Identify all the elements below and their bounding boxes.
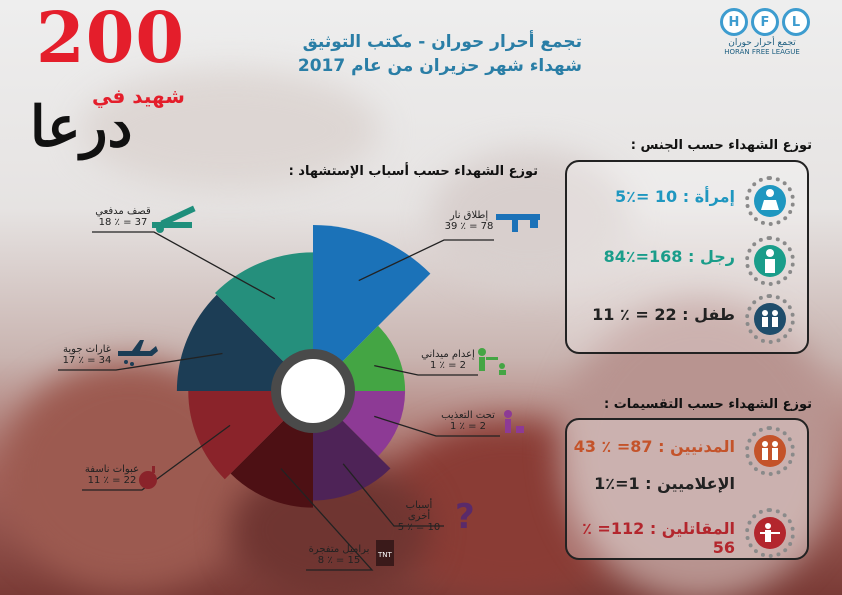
pie-center-hole [281,359,345,423]
rifle-icon [496,214,540,232]
division-panel: المدنيين : 87= ٪ 43 الإعلاميين : 1=٪1 ال… [565,418,809,560]
pie-slice [214,252,313,391]
division-row-media: الإعلاميين : 1=٪1 [594,474,735,493]
leader-line [374,364,478,376]
leader-line [342,463,444,527]
label-airstrikes: غارات جوية 34 = ٪ 17 [62,344,112,366]
logo: H F L تجمع أحرار حوران HORAN FREE LEAGUE [720,8,820,56]
city-name: درعا [30,94,133,160]
label-ied: عبوات ناسفة 22 = ٪ 11 [84,464,140,486]
question-icon: ? [455,497,475,537]
svg-text:TNT: TNT [377,551,393,559]
pie-slice [313,225,431,391]
label-shelling: قصف مدفعي 37 = ٪ 18 [95,206,151,228]
gender-title: توزع الشهداء حسب الجنس : [630,138,812,153]
soldier-icon [754,517,786,549]
children-icon [754,303,786,335]
chart-title: توزع الشهداء حسب أسباب الإستشهاد : [288,164,538,179]
cannon-icon [152,205,196,233]
gender-row-child: طفل : 22 = ٪ 11 [567,290,807,344]
division-row-civilians: المدنيين : 87= ٪ 43 [567,422,807,476]
logo-arabic: تجمع أحرار حوران [728,38,796,48]
logo-letter: F [751,8,779,36]
leader-line [358,239,494,282]
label-gunfire: إطلاق نار 78 = ٪ 39 [444,210,494,232]
gender-row-woman: إمرأة : 10 =٪5 [567,172,807,226]
header-line-2: شهداء شهر حزيران من عام 2017 [297,56,582,76]
gender-row-man: رجل : 168=٪84 [567,232,807,286]
logo-letter: H [720,8,748,36]
man-icon [754,245,786,277]
bomb-icon [139,466,157,489]
leader-line [92,231,276,300]
gender-panel: إمرأة : 10 =٪5 رجل : 168=٪84 طفل : 22 = … [565,160,809,354]
total-count: 200 [36,0,186,79]
label-barrels: براميل متفجرة 15 = ٪ 8 [308,544,370,566]
martyr-word: شهيد في [92,84,185,108]
plane-icon [118,340,158,366]
logo-english: HORAN FREE LEAGUE [724,48,800,56]
torture-icon [504,410,524,433]
execution-icon [478,348,506,375]
woman-icon [754,185,786,217]
leader-line [280,468,374,571]
label-execution: إعدام ميداني 2 = ٪ 1 [421,349,475,371]
tnt-icon: TNT [376,540,394,566]
division-row-fighters: المقاتلين : 112= ٪ 56 [567,504,807,558]
division-title: توزع الشهداء حسب التقسيمات : [603,397,812,412]
logo-letter: L [782,8,810,36]
leader-line [58,352,223,371]
label-torture: تحت التعذيب 2 = ٪ 1 [441,410,495,432]
leader-line [374,415,500,437]
header-line-1: تجمع أحرار حوران - مكتب التوثيق [302,32,582,52]
leader-line [82,424,231,491]
label-other: أسباب أخرى 10 = ٪ 5 [397,500,441,533]
family-icon [754,435,786,467]
